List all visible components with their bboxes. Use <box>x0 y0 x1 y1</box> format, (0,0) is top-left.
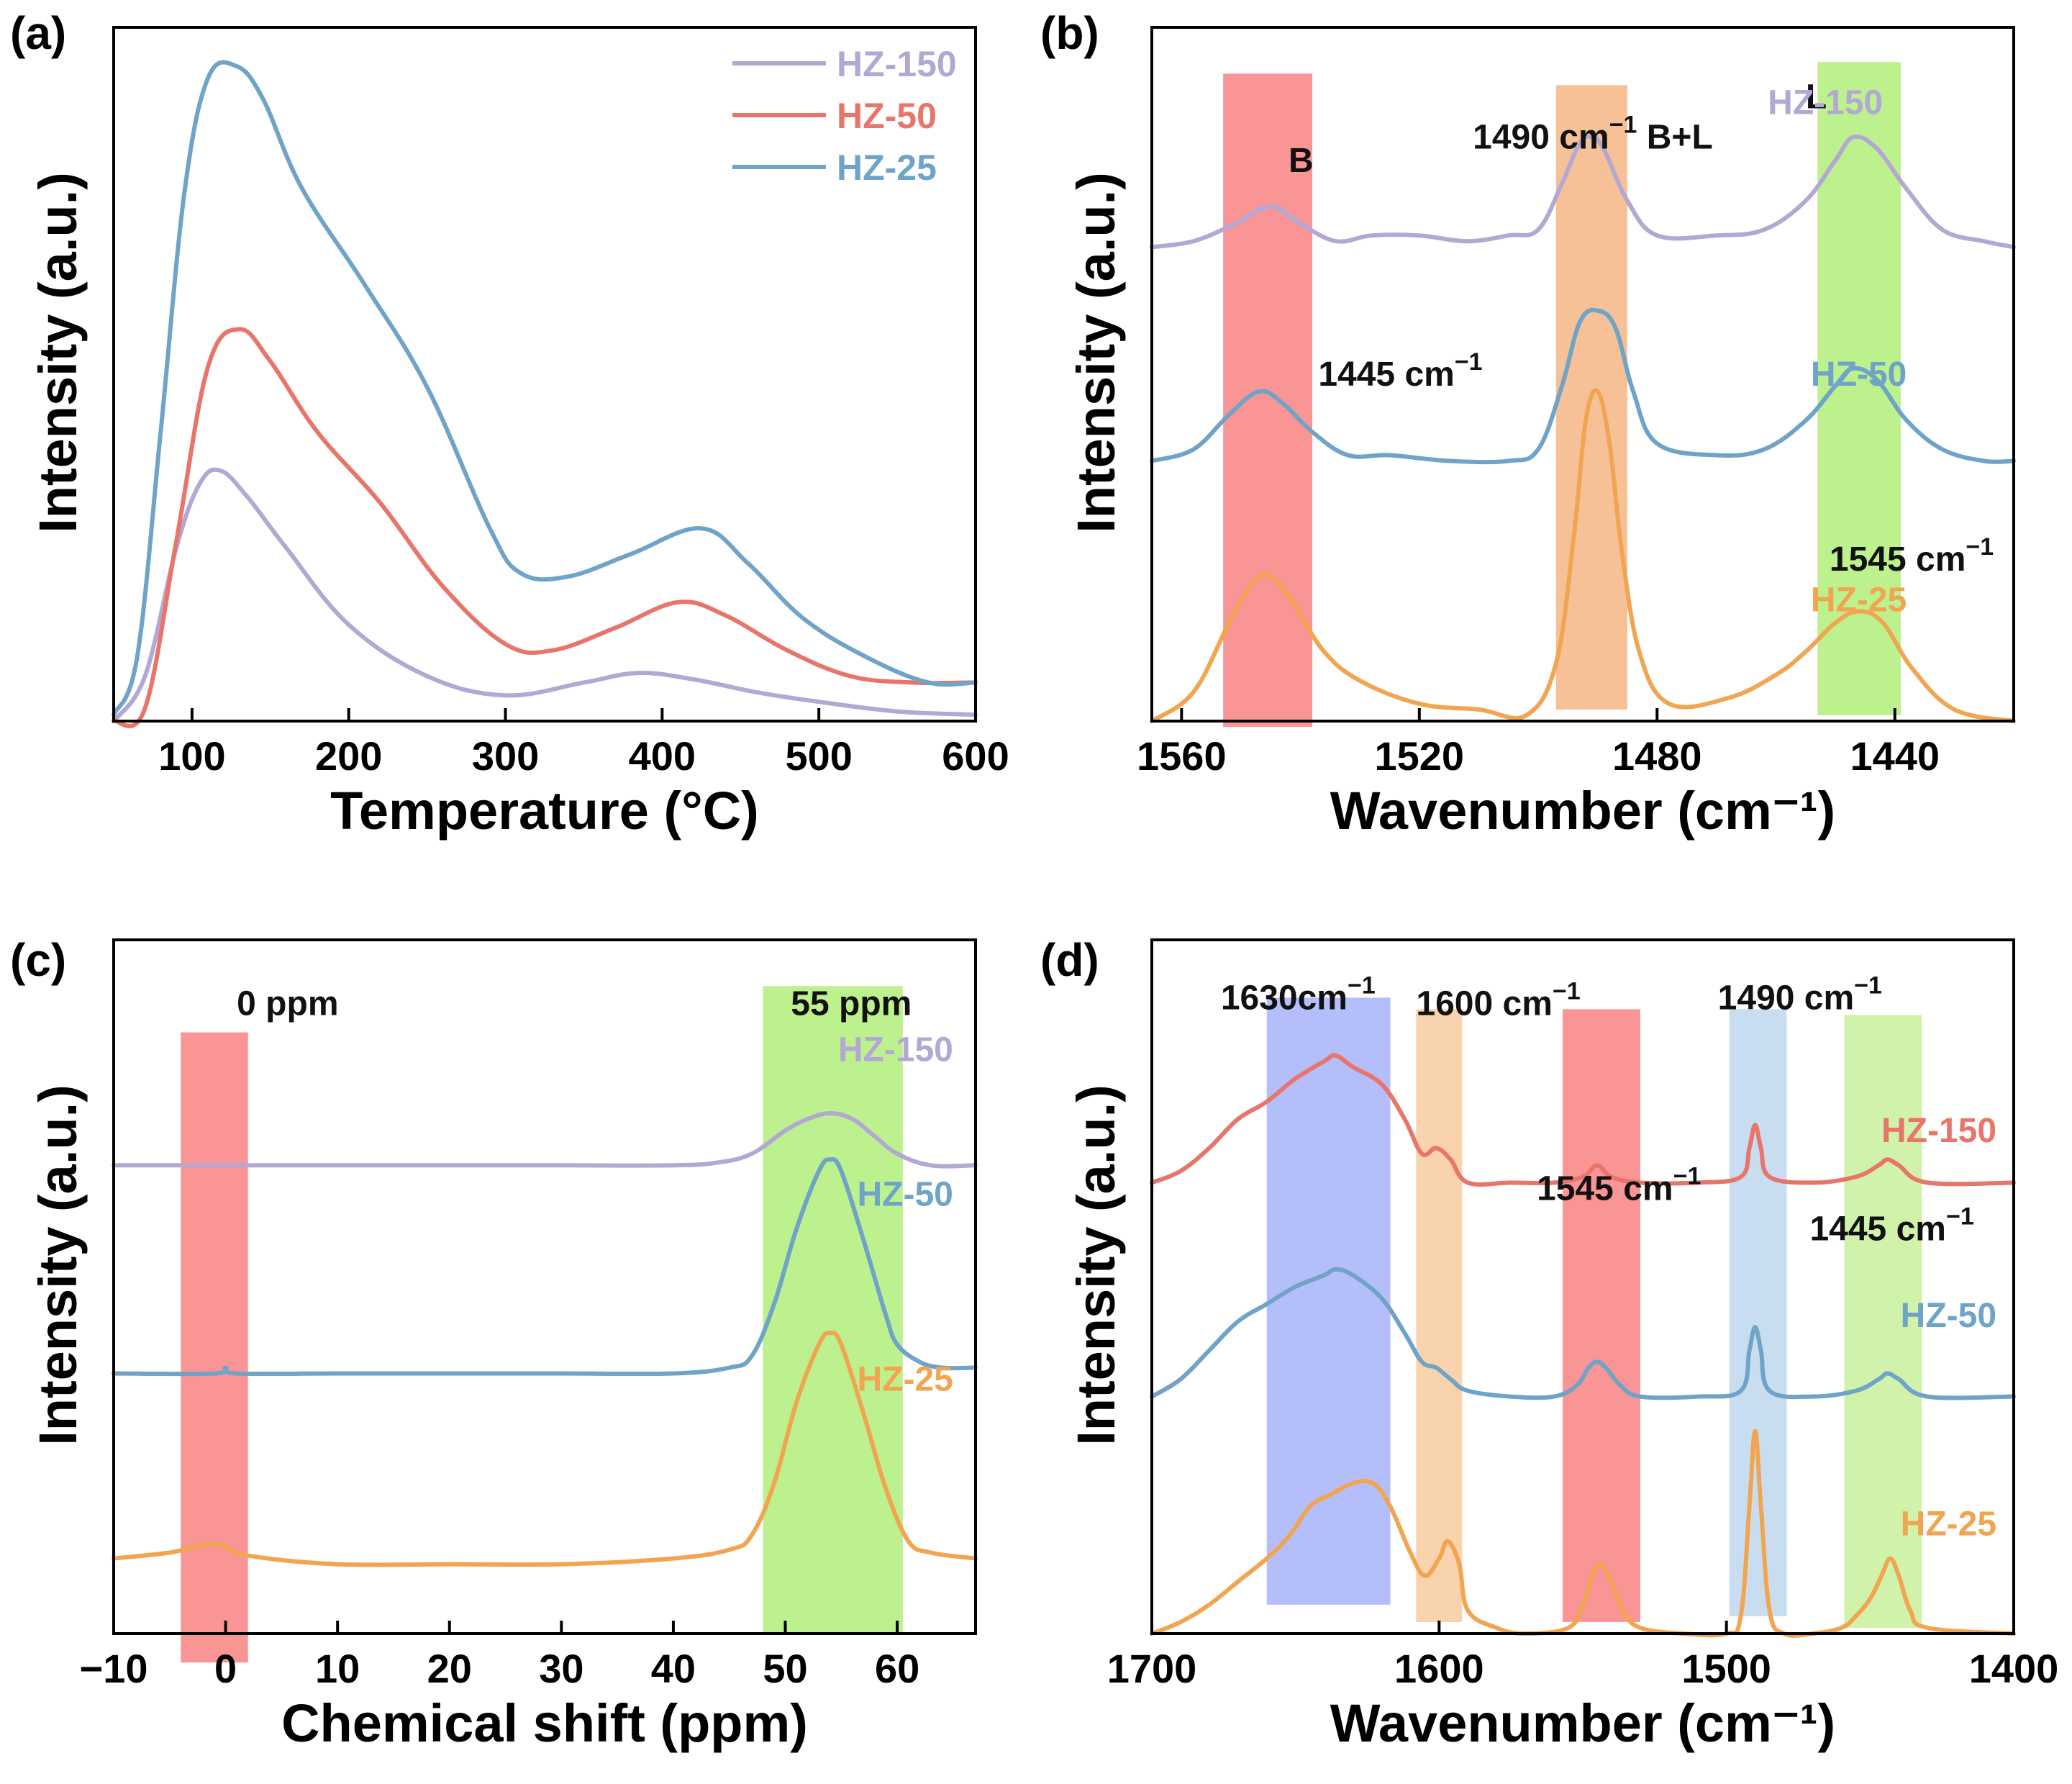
x-tick-label: 1560 <box>1137 733 1227 779</box>
annotation-1: 1490 cm−1 B+L <box>1473 112 1713 157</box>
x-tick-label: 1480 <box>1612 733 1702 779</box>
annotation-superscript: −1 <box>1854 972 1882 999</box>
series-label-hz-25: HZ-25 <box>858 1361 953 1399</box>
panel-b: 1560 1520 1480 1440 Wavenumber (cm⁻¹) Intensi… <box>1040 7 2016 841</box>
panel-d: 1700 1600 1500 1400 Wavenumber (cm⁻¹) Intensi… <box>1040 934 2058 1753</box>
plot-frame <box>1150 938 2015 1635</box>
x-tick-label: −10 <box>80 1646 148 1691</box>
series-label-hz-150: HZ-150 <box>838 1031 953 1069</box>
panel-letter: (c) <box>10 934 66 986</box>
x-tick-label: 500 <box>785 733 852 779</box>
panel-a: 100 200 300 400 500 600 Temperature (°C) Intens… <box>10 7 1009 841</box>
series-line-hz-25 <box>1150 388 2016 723</box>
highlight-band-4 <box>1844 1015 1922 1628</box>
panel-letter: (b) <box>1040 7 1099 59</box>
series-label-hz-50: HZ-50 <box>1901 1297 1996 1335</box>
annotation-4: 1545 cm−1 <box>1830 533 1994 579</box>
annotation-1: 55 ppm <box>791 984 912 1023</box>
x-tick-label: 0 <box>214 1646 237 1691</box>
annotation-2: 1490 cm−1 <box>1718 972 1882 1017</box>
panel-c: −10 0 10 20 30 40 50 60 Chemical shift (ppm) Inte… <box>10 934 978 1753</box>
annotation-1: 1600 cm−1 <box>1416 977 1580 1023</box>
highlight-band-1 <box>1416 1009 1463 1622</box>
x-tick-label: 1500 <box>1681 1646 1771 1691</box>
series-line-hz-25 <box>1150 1428 2016 1638</box>
plot-frame <box>112 26 977 723</box>
series-line-hz-150 <box>1150 1053 2016 1187</box>
y-axis-title: Intensity (a.u.) <box>1066 172 1126 533</box>
series-label-hz-150: HZ-150 <box>1768 84 1883 122</box>
highlight-band-1 <box>763 986 903 1634</box>
series-label-hz-25: HZ-25 <box>1901 1505 1996 1543</box>
x-tick-label: 40 <box>651 1646 696 1691</box>
x-tick-label: 10 <box>315 1646 360 1691</box>
annotation-4: 1445 cm−1 <box>1809 1203 1973 1249</box>
series-line-hz-25 <box>112 60 978 717</box>
annotation-3: 1545 cm−1 <box>1537 1163 1701 1208</box>
x-tick-label: 100 <box>158 733 225 779</box>
panel-letter: (d) <box>1040 934 1099 986</box>
x-tick-label: 20 <box>427 1646 472 1691</box>
annotation-suffix: B+L <box>1637 119 1712 157</box>
plot-frame <box>1150 26 2015 723</box>
annotation-0: 0 ppm <box>237 984 338 1023</box>
x-axis-title: Temperature (°C) <box>330 781 759 841</box>
x-tick-label: 60 <box>875 1646 919 1691</box>
series-label-hz-50: HZ-50 <box>1811 356 1907 394</box>
x-tick-label: 200 <box>315 733 382 779</box>
annotation-superscript: −1 <box>1966 533 1994 561</box>
legend-label-hz-50: HZ-50 <box>837 96 937 136</box>
x-tick-label: 400 <box>629 733 696 779</box>
highlight-band-2 <box>1563 1009 1640 1622</box>
annotation-superscript: −1 <box>1946 1203 1974 1231</box>
series-line-hz-50 <box>112 327 978 728</box>
highlight-band-3 <box>1729 1009 1787 1616</box>
highlight-band-0 <box>1223 73 1313 728</box>
x-axis-title: Chemical shift (ppm) <box>281 1693 808 1753</box>
x-tick-label: 1600 <box>1394 1646 1484 1691</box>
annotation-superscript: −1 <box>1673 1163 1701 1190</box>
series-label-hz-25: HZ-25 <box>1811 581 1907 619</box>
series-line-hz-50 <box>1150 1267 2016 1400</box>
panel-letter: (a) <box>10 7 66 59</box>
series-line-hz-50 <box>1150 307 2016 465</box>
y-axis-title: Intensity (a.u.) <box>28 172 88 533</box>
y-axis-title: Intensity (a.u.) <box>28 1085 88 1446</box>
annotation-2: L <box>1806 78 1827 116</box>
x-axis-title: Wavenumber (cm⁻¹) <box>1330 781 1835 841</box>
x-tick-label: 1700 <box>1107 1646 1197 1691</box>
series-line-hz-50 <box>112 1156 978 1377</box>
series-label-hz-150: HZ-150 <box>1881 1112 1996 1150</box>
series-line-hz-25 <box>112 1330 978 1567</box>
plot-frame <box>112 938 977 1635</box>
series-line-hz-150 <box>112 1111 978 1169</box>
x-tick-label: 600 <box>942 733 1009 779</box>
x-tick-label: 30 <box>539 1646 583 1691</box>
annotation-superscript: −1 <box>1553 977 1581 1005</box>
legend-label-hz-25: HZ-25 <box>837 148 937 188</box>
annotation-superscript: −1 <box>1609 112 1637 139</box>
annotation-superscript: −1 <box>1348 972 1376 999</box>
series-line-hz-150 <box>112 467 978 723</box>
legend-label-hz-150: HZ-150 <box>837 44 957 84</box>
x-tick-label: 1400 <box>1969 1646 2059 1691</box>
x-tick-label: 300 <box>472 733 539 779</box>
x-tick-label: 1440 <box>1850 733 1940 779</box>
highlight-band-0 <box>181 1032 248 1663</box>
y-axis-title: Intensity (a.u.) <box>1066 1085 1126 1446</box>
annotation-0: B <box>1289 142 1314 180</box>
x-axis-title: Wavenumber (cm⁻¹) <box>1330 1693 1835 1753</box>
annotation-3: 1445 cm−1 <box>1318 348 1482 394</box>
x-tick-label: 50 <box>763 1646 807 1691</box>
series-line-hz-150 <box>1150 134 2016 250</box>
x-tick-label: 1520 <box>1375 733 1465 779</box>
series-label-hz-50: HZ-50 <box>858 1176 953 1214</box>
annotation-superscript: −1 <box>1455 348 1483 376</box>
highlight-band-0 <box>1266 997 1391 1605</box>
